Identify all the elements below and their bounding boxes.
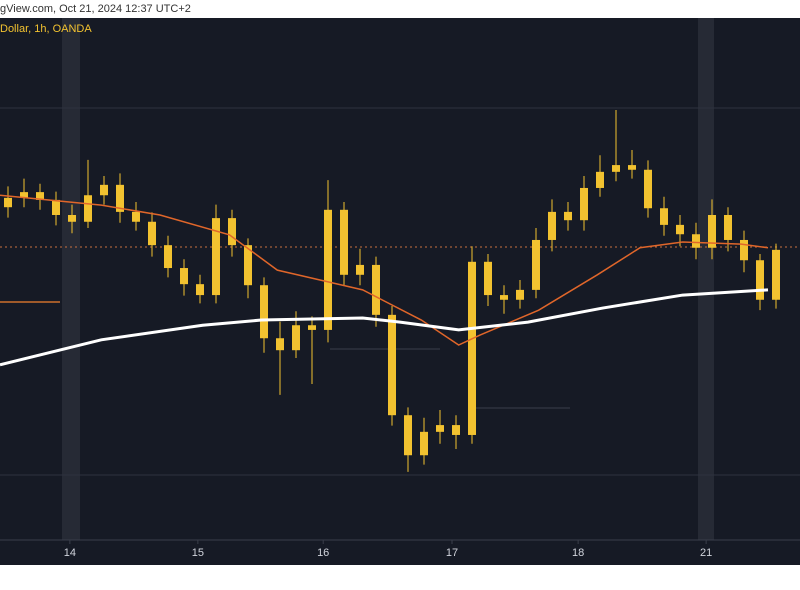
candle-body [756,260,764,300]
candle-body [388,314,396,416]
bottom-bar [0,565,800,590]
candle-body [468,261,476,435]
x-tick-label: 18 [572,547,584,559]
moving-average [0,194,769,346]
chart-background [0,18,800,565]
candle-body [356,264,364,275]
top-bar [0,0,800,18]
candle-body [276,338,284,351]
candle-body [212,218,220,296]
candle-body [548,211,556,240]
candle-body [724,215,732,240]
legend: Dollar, 1h, OANDA [0,23,92,35]
candle-body [484,261,492,296]
candle-body [532,239,540,290]
candle-body [180,268,188,285]
x-tick-label: 15 [192,547,204,559]
session-band [698,18,714,540]
candle-body [420,431,428,456]
candle-body [596,171,604,188]
candle-body [244,245,252,286]
candle-body [20,192,28,198]
x-tick-label: 16 [317,547,329,559]
candle-body [564,211,572,221]
candle-body [676,224,684,235]
candle-body [132,211,140,222]
candle-body [452,425,460,435]
candle-body [692,234,700,248]
candle-body [660,208,668,225]
session-band [62,18,80,540]
candle-body [68,215,76,222]
candle-body [260,285,268,339]
candle-body [436,425,444,432]
candle-body [500,295,508,300]
x-tick-label: 17 [446,547,458,559]
candle-body [404,415,412,456]
candle-body [580,187,588,221]
candle-body [148,221,156,246]
candle-body [4,197,12,208]
candle-body [324,209,332,330]
candle-body [116,184,124,212]
candle-body [196,284,204,296]
candle-body [100,184,108,196]
candle-body [708,215,716,248]
candle-body [84,195,92,222]
candle-body [52,199,60,215]
candle-body [740,239,748,261]
candle-body [340,209,348,275]
moving-average [0,288,769,367]
x-tick-label: 14 [64,547,76,559]
candle-body [308,325,316,330]
header-text: gView.com, Oct 21, 2024 12:37 UTC+2 [0,3,191,15]
candle-body [164,245,172,269]
candle-body [644,169,652,209]
candle-body [516,289,524,300]
x-tick-label: 21 [700,547,712,559]
candle-body [372,264,380,315]
candle-body [36,192,44,200]
candle-body [292,325,300,351]
candle-body [228,218,236,246]
candle-body [612,165,620,172]
candle-body [772,249,780,300]
candle-body [628,165,636,170]
